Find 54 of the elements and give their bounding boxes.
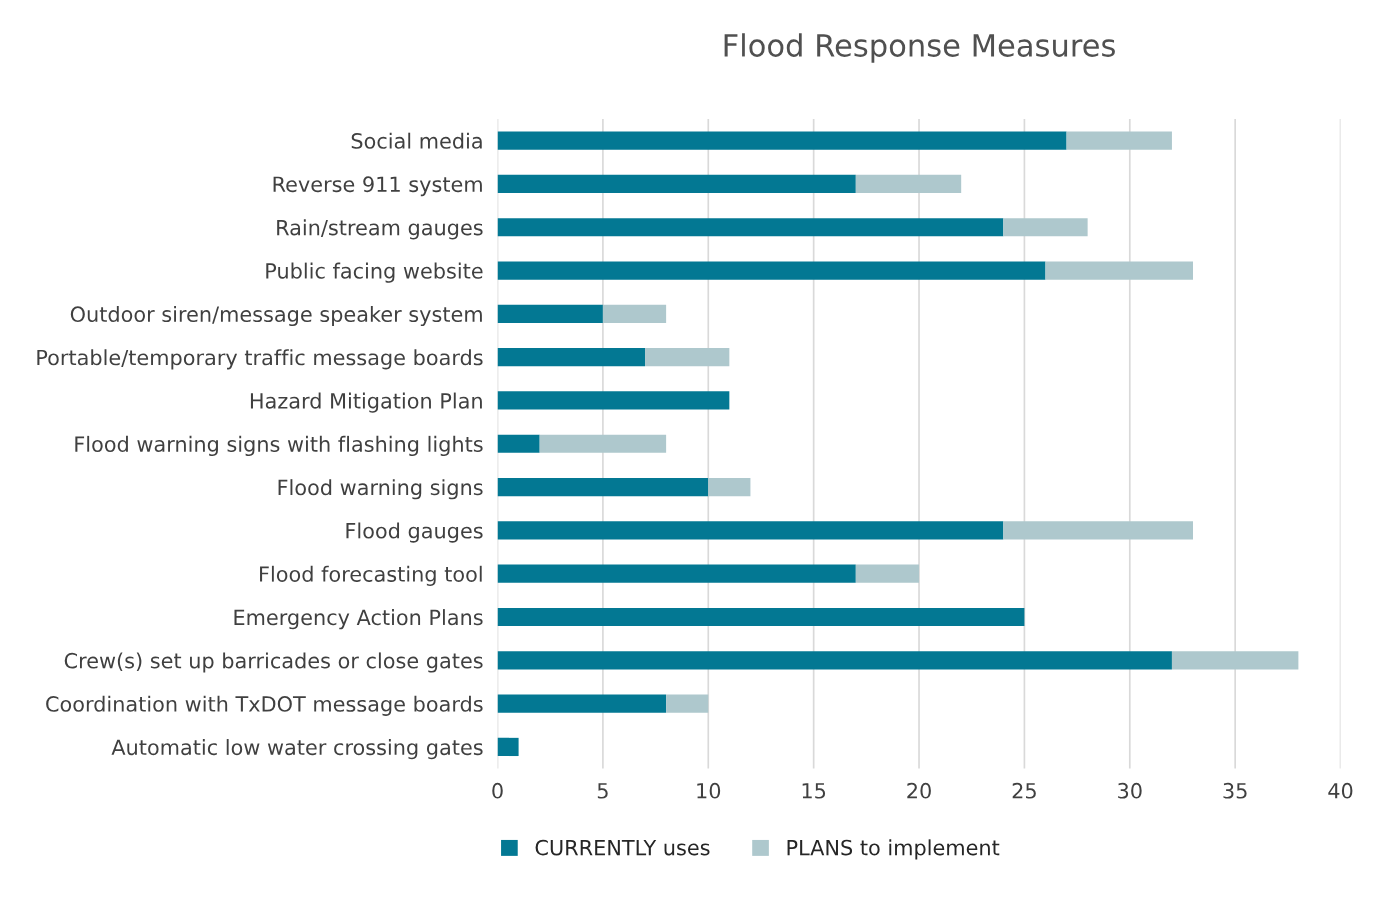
bar	[497, 218, 1004, 237]
bar	[497, 737, 519, 757]
bar	[855, 174, 962, 194]
y-tick-label: Automatic low water crossing gates	[111, 739, 483, 760]
y-tick-label: Reverse 911 system	[273, 176, 482, 197]
x-tick-label: 15	[802, 783, 826, 799]
y-tick-label: Outdoor siren/message speaker system	[70, 305, 482, 327]
y-tick-label: Social media	[351, 132, 482, 149]
legend-label: PLANS to implement	[787, 839, 1000, 860]
legend-label: CURRENTLY uses	[535, 839, 710, 856]
x-tick-label: 35	[1223, 782, 1247, 799]
bar	[602, 304, 667, 323]
bar	[497, 391, 730, 410]
y-tick-label: Coordination with TxDOT message boards	[46, 695, 483, 716]
bar	[497, 651, 1172, 670]
bar	[645, 348, 730, 367]
y-tick-label: Flood gauges	[346, 522, 483, 543]
bar	[497, 564, 856, 583]
bar	[1003, 218, 1088, 237]
x-tick-label: 40	[1328, 782, 1353, 799]
y-tick-label: Flood warning signs	[278, 479, 483, 500]
y-tick-label: Flood forecasting tool	[260, 565, 482, 586]
y-tick-label: Public facing website	[266, 262, 483, 283]
bar	[497, 174, 856, 194]
y-tick-label: Emergency Action Plans	[234, 609, 483, 630]
bar	[1045, 261, 1194, 280]
bar	[1171, 651, 1299, 670]
x-tick-label: 0	[492, 782, 503, 799]
bar	[497, 694, 667, 713]
bar	[497, 607, 1025, 627]
x-tick-label: 20	[907, 782, 931, 799]
bar	[497, 304, 603, 323]
bar	[708, 477, 751, 497]
bar	[855, 564, 920, 583]
y-tick-label: Crew(s) set up barricades or close gates	[64, 652, 483, 673]
bar	[1003, 521, 1194, 540]
y-tick-label: Flood warning signs with flashing lights	[75, 435, 483, 457]
bar	[497, 261, 1046, 280]
x-tick-label: 30	[1118, 782, 1142, 799]
bar	[497, 434, 540, 453]
bar	[539, 434, 667, 453]
x-tick-label: 10	[697, 782, 721, 799]
y-tick-label: Rain/stream gauges	[277, 219, 483, 240]
y-tick-label: Hazard Mitigation Plan	[250, 392, 482, 413]
bar	[1066, 131, 1172, 150]
x-tick-label: 25	[1012, 782, 1036, 799]
bar	[666, 694, 709, 713]
y-tick-label: Portable/temporary traffic message boards	[37, 349, 483, 370]
bar	[497, 131, 1067, 150]
bar	[497, 477, 709, 497]
x-tick-label: 5	[597, 783, 608, 799]
bar	[497, 521, 1004, 540]
bar	[497, 348, 646, 367]
chart-title: Flood Response Measures	[724, 33, 1115, 63]
